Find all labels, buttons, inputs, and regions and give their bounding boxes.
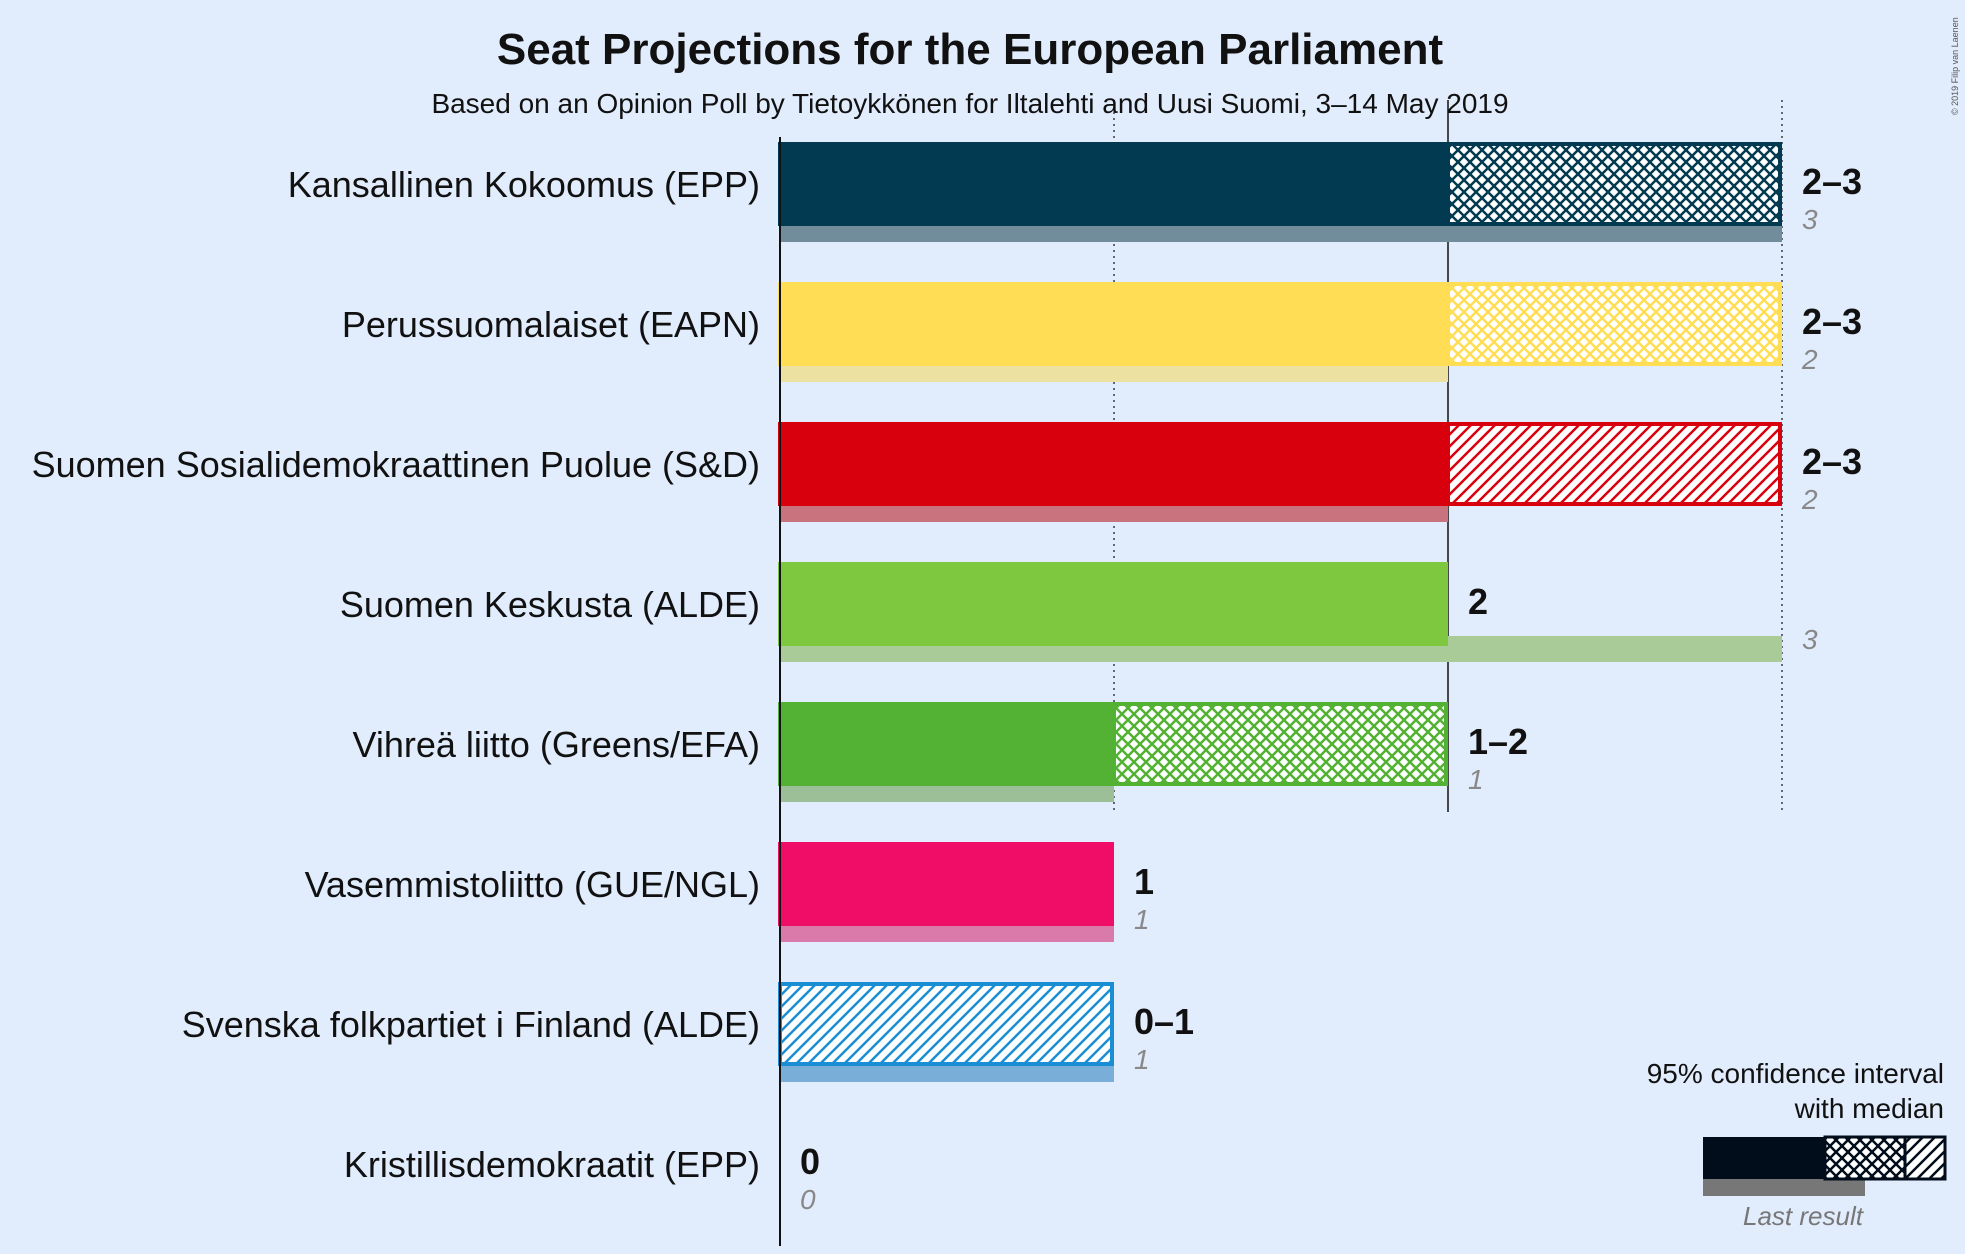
party-label: Perussuomalaiset (EAPN) (342, 304, 760, 345)
range-label: 2–3 (1802, 301, 1862, 342)
median-bar (778, 702, 1114, 786)
legend: 95% confidence interval with median Last… (1647, 1058, 1947, 1231)
confidence-interval-bar (1446, 142, 1782, 226)
party-row: Kristillisdemokraatit (EPP) 00 (344, 1141, 820, 1215)
median-bar (778, 142, 1448, 226)
median-bar (778, 562, 1448, 646)
legend-ci-label: 95% confidence interval (1647, 1058, 1944, 1089)
last-result-label: 1 (1134, 904, 1150, 935)
party-row: Kansallinen Kokoomus (EPP) 2–33 (288, 142, 1862, 242)
legend-cross-swatch (1823, 1135, 1907, 1181)
party-row: Vasemmistoliitto (GUE/NGL) 11 (305, 842, 1154, 942)
party-label: Kansallinen Kokoomus (EPP) (288, 164, 760, 205)
party-row: Svenska folkpartiet i Finland (ALDE) 0–11 (182, 982, 1194, 1082)
party-label: Kristillisdemokraatit (EPP) (344, 1144, 760, 1185)
median-bar (778, 842, 1114, 926)
last-result-label: 2 (1801, 344, 1818, 375)
last-result-label: 1 (1134, 1044, 1150, 1075)
party-label: Suomen Keskusta (ALDE) (340, 584, 760, 625)
median-bar (778, 282, 1448, 366)
last-result-label: 3 (1802, 204, 1818, 235)
last-result-label: 3 (1802, 624, 1818, 655)
party-row: Suomen Keskusta (ALDE) 2 3 (340, 562, 1818, 662)
bars-group: Kansallinen Kokoomus (EPP) 2–33Perussuoma… (32, 142, 1862, 1215)
range-label: 2–3 (1802, 161, 1862, 202)
party-label: Svenska folkpartiet i Finland (ALDE) (182, 1004, 760, 1045)
confidence-interval-bar (1446, 282, 1782, 366)
range-label: 0 (800, 1141, 820, 1182)
legend-last-result-label: Last result (1743, 1201, 1865, 1231)
party-label: Suomen Sosialidemokraattinen Puolue (S&D… (32, 444, 760, 485)
party-row: Suomen Sosialidemokraattinen Puolue (S&D… (32, 422, 1862, 522)
chart-title: Seat Projections for the European Parlia… (497, 25, 1444, 74)
last-result-label: 2 (1801, 484, 1818, 515)
legend-median-label: with median (1794, 1093, 1944, 1124)
party-row: Perussuomalaiset (EAPN) 2–32 (342, 282, 1862, 382)
range-label: 0–1 (1134, 1001, 1194, 1042)
range-label: 2–3 (1802, 441, 1862, 482)
party-label: Vasemmistoliitto (GUE/NGL) (305, 864, 760, 905)
range-label: 1–2 (1468, 721, 1528, 762)
legend-diag-swatch (1903, 1135, 1947, 1181)
party-label: Vihreä liitto (Greens/EFA) (353, 724, 761, 765)
confidence-interval-bar (778, 982, 1114, 1066)
last-result-label: 1 (1468, 764, 1484, 795)
confidence-interval-bar (1112, 702, 1448, 786)
chart-subtitle: Based on an Opinion Poll by Tietoykkönen… (431, 88, 1508, 119)
range-label: 1 (1134, 861, 1154, 902)
party-row: Vihreä liitto (Greens/EFA) 1–21 (353, 702, 1528, 802)
median-bar (778, 422, 1448, 506)
last-result-label: 0 (800, 1184, 816, 1215)
legend-median-swatch (1703, 1137, 1825, 1179)
range-label: 2 (1468, 581, 1488, 622)
confidence-interval-bar (1446, 422, 1782, 506)
copyright-notice: © 2019 Filip van Laenen (1950, 17, 1960, 115)
